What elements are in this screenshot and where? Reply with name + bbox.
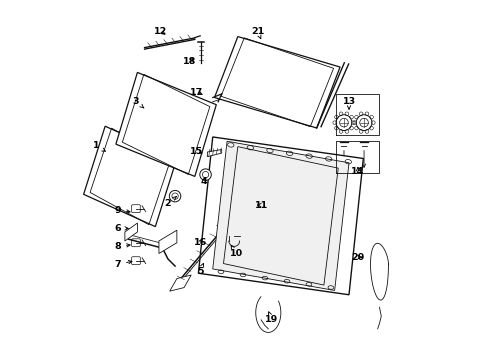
Text: 16: 16 [194,238,207,247]
Polygon shape [215,37,340,128]
Text: 13: 13 [343,96,356,109]
Text: 2: 2 [165,197,176,208]
Text: 3: 3 [132,96,144,108]
Polygon shape [213,141,349,291]
Text: 21: 21 [251,27,264,39]
Text: 12: 12 [154,27,168,36]
Text: 6: 6 [114,224,128,233]
Text: 20: 20 [351,253,365,262]
Polygon shape [159,230,177,253]
Text: 8: 8 [114,242,130,251]
Text: 15: 15 [190,147,203,156]
Text: 9: 9 [114,206,130,215]
Text: 18: 18 [183,57,196,66]
Circle shape [170,190,181,202]
Polygon shape [125,223,137,241]
Text: 19: 19 [265,312,278,324]
Text: 14: 14 [351,167,365,176]
Polygon shape [198,137,364,295]
Text: 5: 5 [197,264,204,276]
Polygon shape [84,126,177,226]
Text: 1: 1 [93,141,105,151]
Circle shape [200,169,211,180]
Text: 11: 11 [254,201,268,210]
Polygon shape [116,72,216,176]
Polygon shape [170,275,191,291]
Text: 4: 4 [200,177,207,186]
Text: 7: 7 [114,260,132,269]
Polygon shape [207,149,221,157]
Text: 10: 10 [229,246,243,258]
Text: 17: 17 [190,87,203,96]
